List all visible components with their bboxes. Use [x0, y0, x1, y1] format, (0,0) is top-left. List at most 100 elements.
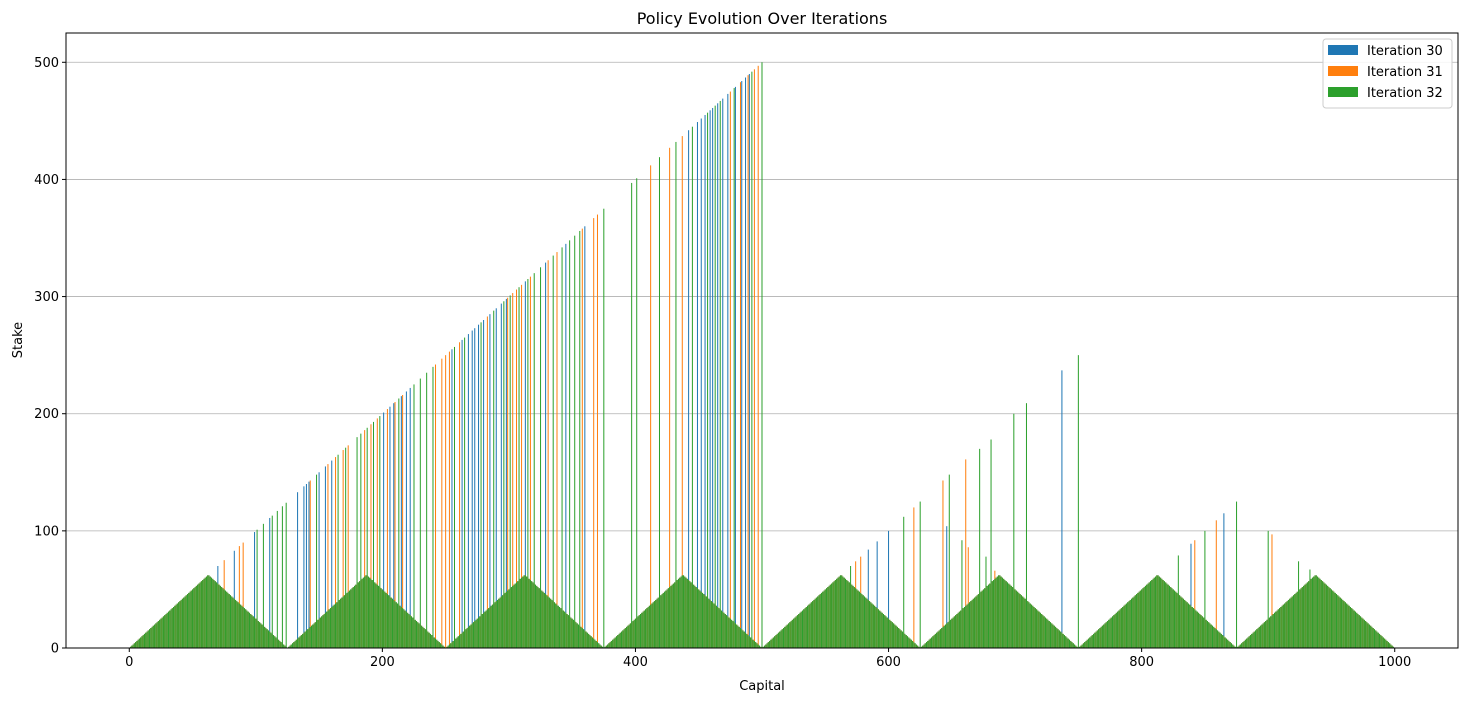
- bar: [918, 646, 920, 648]
- bar: [1379, 633, 1381, 648]
- bar: [232, 597, 234, 648]
- bar: [1186, 602, 1188, 648]
- bar: [1228, 640, 1230, 648]
- bar: [266, 629, 268, 648]
- bar: [569, 240, 571, 648]
- bar: [760, 646, 762, 648]
- bar: [523, 575, 525, 648]
- bar: [994, 578, 996, 648]
- bar: [512, 585, 514, 648]
- bar: [899, 629, 901, 648]
- bar: [1352, 609, 1354, 648]
- bar: [1327, 585, 1329, 648]
- bar: [1390, 644, 1392, 648]
- chart-title: Policy Evolution Over Iterations: [637, 9, 888, 28]
- bar: [1241, 643, 1243, 648]
- bar: [483, 612, 485, 648]
- bar: [1099, 628, 1101, 648]
- bar: [513, 584, 515, 648]
- bar: [465, 629, 467, 648]
- bar: [250, 614, 252, 648]
- bar: [919, 501, 921, 648]
- bar: [376, 584, 378, 648]
- bar: [796, 615, 798, 648]
- bar: [690, 582, 692, 648]
- bar: [305, 630, 307, 648]
- bar: [961, 540, 963, 648]
- bar: [681, 575, 683, 648]
- bar: [480, 322, 482, 648]
- bar: [537, 587, 539, 648]
- bar: [699, 590, 701, 648]
- bar: [783, 628, 785, 648]
- bar: [371, 580, 373, 648]
- bar: [1103, 624, 1105, 648]
- bar: [460, 633, 462, 648]
- bar: [461, 339, 463, 648]
- bar: [971, 599, 973, 648]
- bar: [847, 581, 849, 648]
- bar: [223, 589, 225, 648]
- bar: [1087, 638, 1089, 648]
- bar: [1349, 607, 1351, 648]
- bar: [443, 646, 445, 648]
- bar: [798, 614, 800, 648]
- bar: [734, 623, 736, 648]
- bar: [542, 591, 544, 648]
- bar: [175, 604, 177, 648]
- bar: [939, 629, 941, 648]
- bar: [695, 587, 697, 648]
- bar: [308, 628, 310, 648]
- bar: [689, 581, 691, 648]
- bar: [1144, 585, 1146, 648]
- bar: [867, 549, 869, 648]
- x-axis-ticks: 0 200 400 600 800 1000: [125, 648, 1411, 670]
- bar: [657, 597, 659, 648]
- bar: [591, 637, 593, 648]
- bar: [931, 637, 933, 648]
- bar: [556, 604, 558, 648]
- bar: [609, 642, 611, 648]
- bar: [734, 86, 736, 648]
- bar: [136, 640, 138, 648]
- bar: [1284, 603, 1286, 648]
- bar: [920, 646, 922, 648]
- bar: [681, 136, 683, 648]
- bar: [447, 645, 449, 648]
- bar: [426, 372, 428, 648]
- y-tick-label: 300: [34, 290, 59, 305]
- bar: [631, 182, 633, 648]
- bar: [1147, 583, 1149, 648]
- bar: [441, 644, 443, 648]
- bar: [739, 82, 741, 648]
- bar: [669, 147, 671, 649]
- bar: [308, 481, 310, 648]
- bar: [1132, 597, 1134, 648]
- bar: [275, 637, 277, 648]
- bar: [327, 464, 329, 648]
- bar: [669, 587, 671, 648]
- bar: [560, 608, 562, 648]
- bar: [1190, 543, 1192, 648]
- bar: [509, 295, 511, 648]
- bar: [524, 281, 526, 648]
- bar: [207, 575, 209, 648]
- bar: [429, 633, 431, 648]
- bar: [467, 626, 469, 648]
- bar: [988, 584, 990, 648]
- bar: [724, 614, 726, 648]
- bar: [1306, 582, 1308, 648]
- bar: [769, 640, 771, 648]
- bar: [507, 590, 509, 648]
- bar: [1152, 578, 1154, 648]
- bar: [1372, 628, 1374, 648]
- bar: [323, 614, 325, 648]
- y-axis-ticks: 0 100 200 300 400 500: [34, 56, 66, 657]
- bar: [1015, 590, 1017, 648]
- bar: [1124, 604, 1126, 648]
- bar: [456, 637, 458, 648]
- bar: [813, 599, 815, 648]
- bar: [1303, 585, 1305, 648]
- bar: [613, 638, 615, 648]
- bar: [1255, 630, 1257, 648]
